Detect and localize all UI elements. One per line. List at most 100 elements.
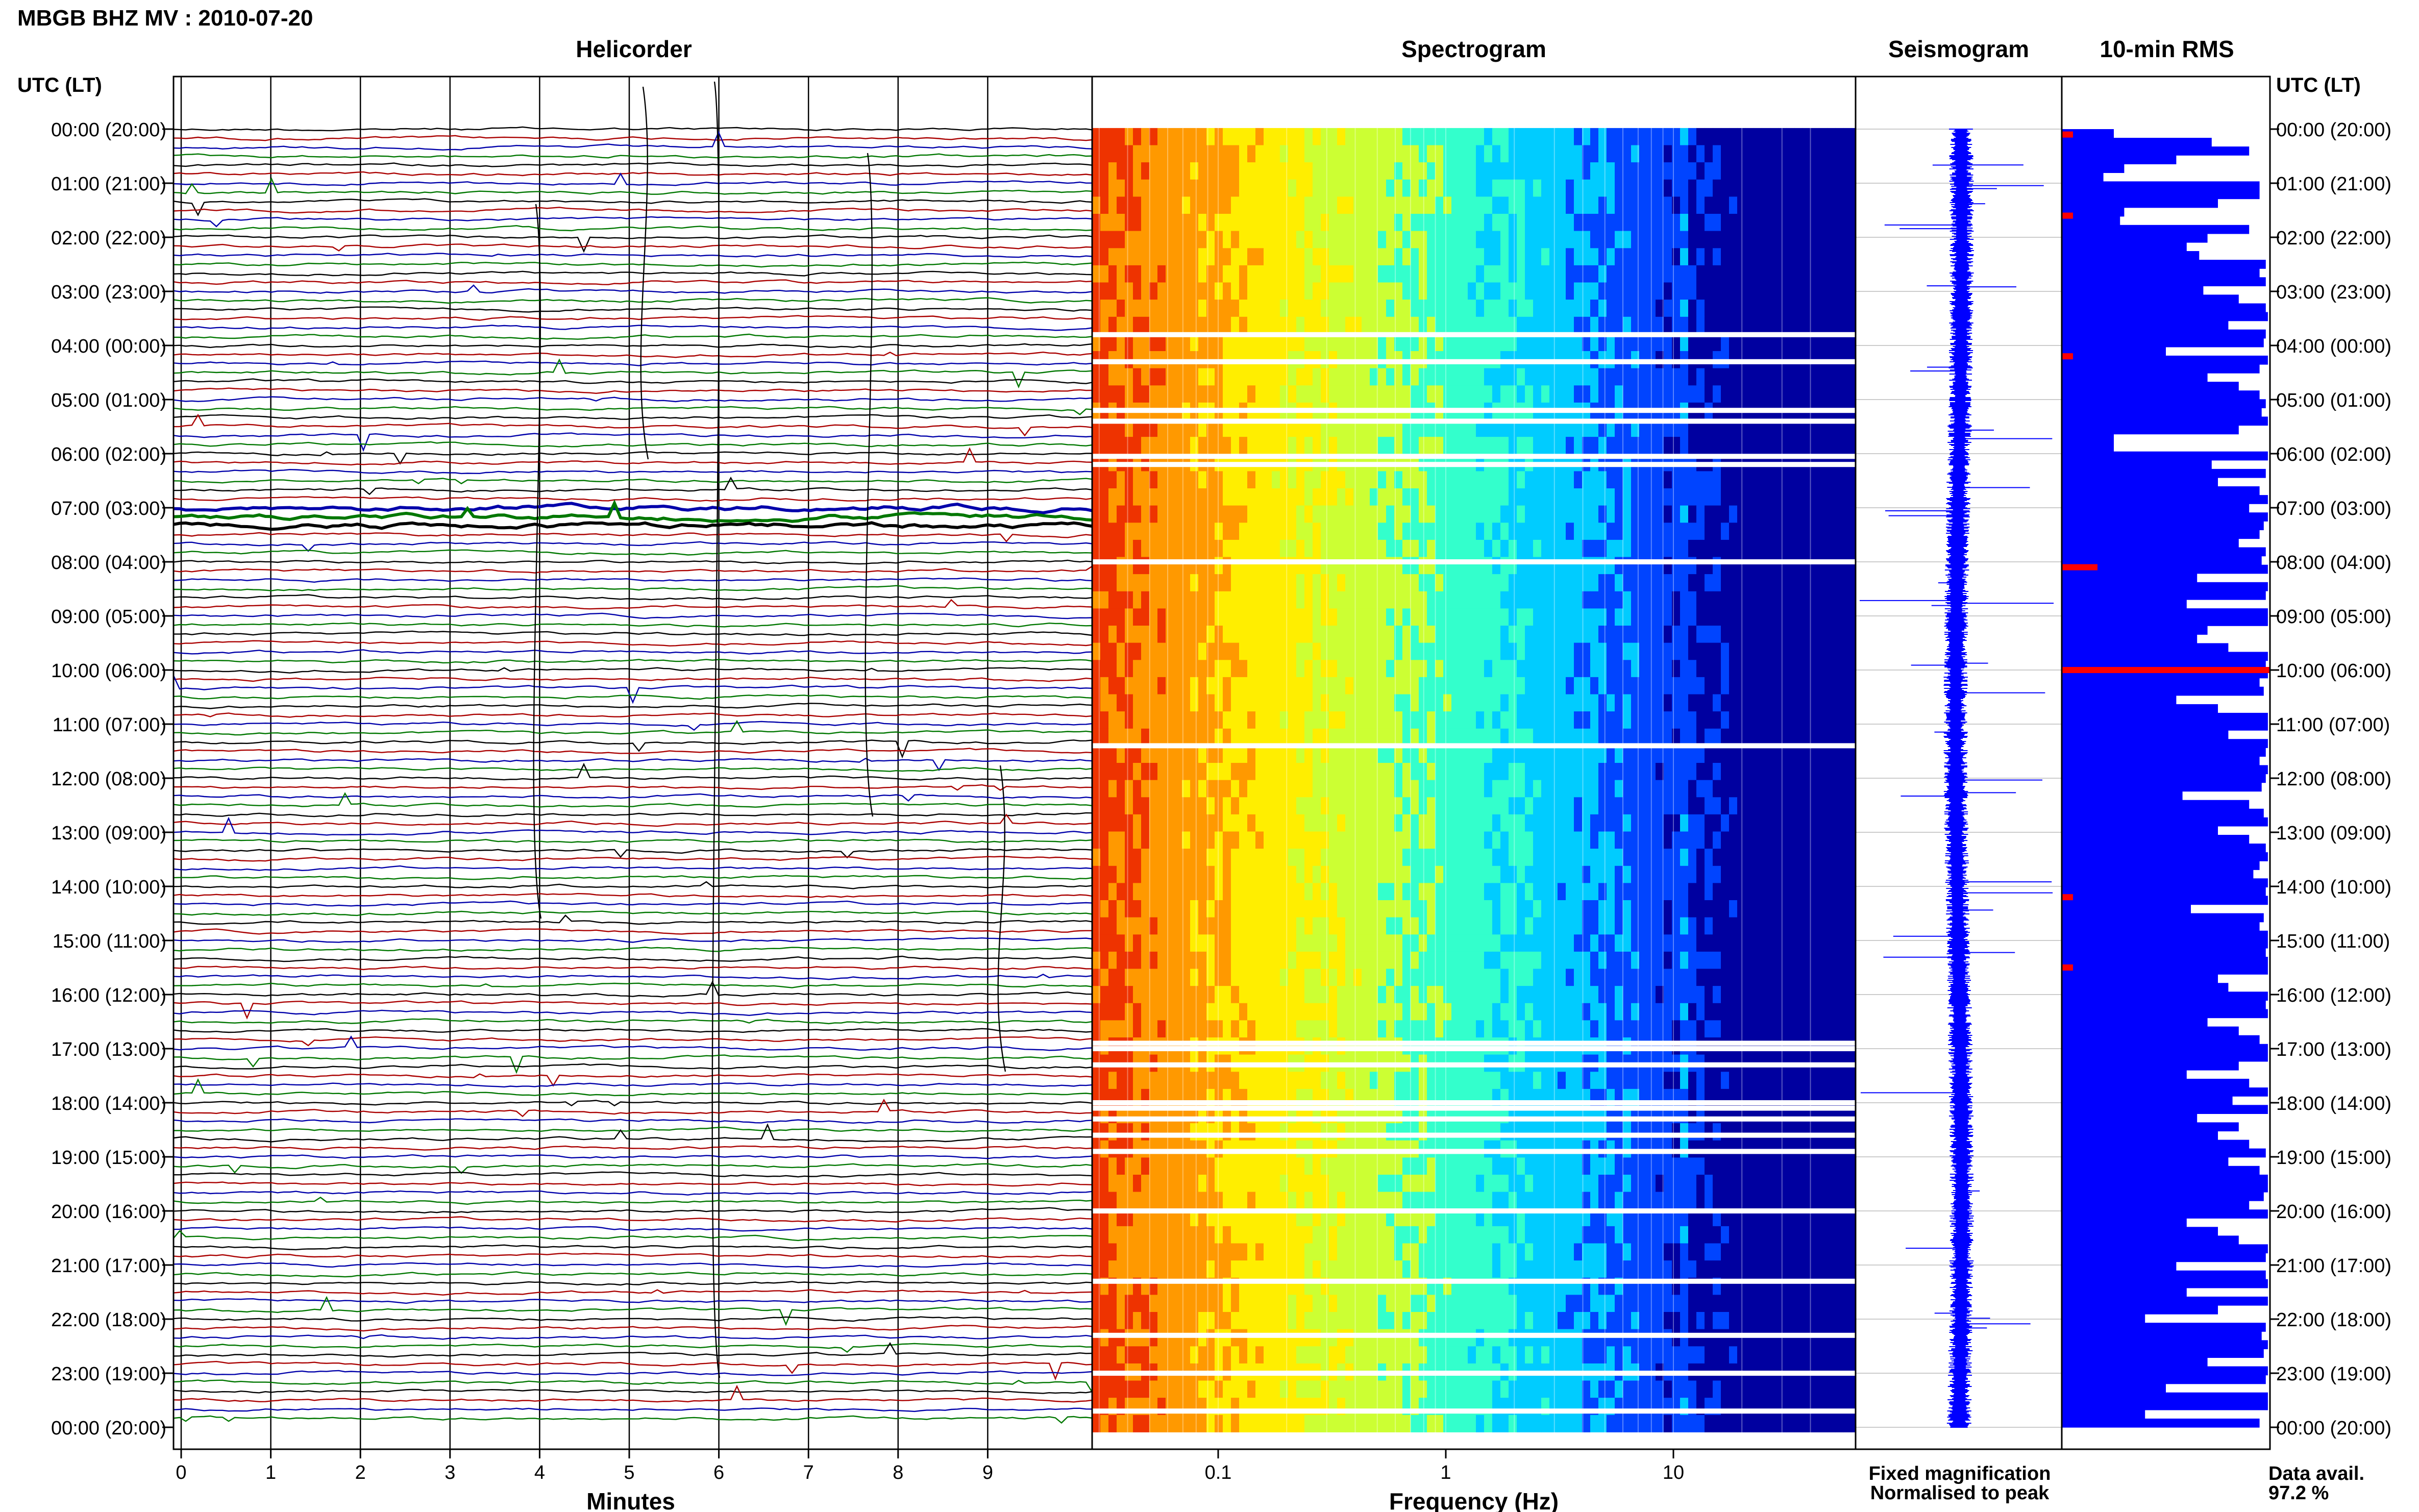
spectrogram-cell xyxy=(1590,248,1599,266)
spectrogram-cell xyxy=(1835,626,1844,643)
spectrogram-cell xyxy=(1566,214,1574,232)
spectrogram-cell xyxy=(1255,694,1264,712)
spectrogram-cell xyxy=(1533,488,1542,506)
spectrogram-cell xyxy=(1647,865,1656,883)
spectrogram-cell xyxy=(1362,334,1370,352)
spectrogram-cell xyxy=(1574,334,1583,352)
spectrogram-cell xyxy=(1468,505,1476,523)
spectrogram-cell xyxy=(1533,694,1542,712)
spectrogram-cell xyxy=(1770,574,1779,592)
spectrogram-cell xyxy=(1117,300,1125,317)
spectrogram-cell xyxy=(1639,128,1648,145)
spectrogram-cell xyxy=(1500,128,1509,145)
spectrogram-cell xyxy=(1141,746,1150,763)
spectrogram-cell xyxy=(1525,368,1534,386)
spectrogram-cell xyxy=(1100,831,1109,849)
spectrogram-cell xyxy=(1100,419,1109,437)
spectrogram-cell xyxy=(1223,608,1231,626)
time-axis-label-left: UTC (LT) xyxy=(17,74,102,96)
spectrogram-cell xyxy=(1117,814,1125,832)
spectrogram-cell xyxy=(1427,196,1436,214)
spectrogram-cell xyxy=(1615,677,1623,695)
spectrogram-cell xyxy=(1819,797,1828,815)
spectrogram-cell xyxy=(1125,231,1133,249)
spectrogram-cell xyxy=(1786,316,1795,334)
helicorder-trace-line xyxy=(174,1154,1092,1159)
spectrogram-cell xyxy=(1492,505,1501,523)
spectrogram-cell xyxy=(1353,969,1362,986)
spectrogram-cell xyxy=(1353,797,1362,815)
spectrogram-cell xyxy=(1231,900,1240,918)
spectrogram-cell xyxy=(1696,677,1705,695)
helicorder-trace-line xyxy=(174,343,1092,349)
spectrogram-cell xyxy=(1745,969,1754,986)
spectrogram-cell xyxy=(1108,900,1117,918)
spectrogram-cell xyxy=(1362,214,1370,232)
spectrogram-cell xyxy=(1656,179,1664,197)
spectrogram-cell xyxy=(1558,437,1566,455)
spectrogram-cell xyxy=(1492,300,1501,317)
spectrogram-cell xyxy=(1696,214,1705,232)
spectrogram-cell xyxy=(1843,248,1852,266)
spectrogram-cell xyxy=(1378,488,1387,506)
spectrogram-cell xyxy=(1182,145,1191,163)
spectrogram-cell xyxy=(1378,145,1387,163)
spectrogram-cell xyxy=(1549,660,1558,678)
spectrogram-panel xyxy=(1091,76,1860,1450)
spectrogram-cell xyxy=(1762,831,1770,849)
spectrogram-cell xyxy=(1157,831,1166,849)
spectrogram-cell xyxy=(1108,300,1117,317)
spectrogram-cell xyxy=(1631,300,1640,317)
spectrogram-cell xyxy=(1745,711,1754,729)
spectrogram-cell xyxy=(1541,986,1550,1004)
spectrogram-cell xyxy=(1533,265,1542,283)
spectrogram-cell xyxy=(1688,951,1697,969)
spectrogram-cell xyxy=(1762,505,1770,523)
spectrogram-cell xyxy=(1582,300,1591,317)
spectrogram-cell xyxy=(1778,677,1787,695)
spectrogram-cell xyxy=(1468,883,1476,901)
spectrogram-cell xyxy=(1223,814,1231,832)
spectrogram-cell xyxy=(1313,145,1321,163)
spectrogram-cell xyxy=(1509,316,1517,334)
spectrogram-cell xyxy=(1190,385,1199,403)
spectrogram-cell xyxy=(1582,694,1591,712)
spectrogram-cell xyxy=(1672,883,1681,901)
spectrogram-cell xyxy=(1737,797,1746,815)
spectrogram-cell xyxy=(1264,986,1272,1004)
spectrogram-cell xyxy=(1598,265,1607,283)
spectrogram-cell xyxy=(1272,488,1280,506)
spectrogram-cell xyxy=(1492,900,1501,918)
spectrogram-cell xyxy=(1157,763,1166,781)
spectrogram-cell xyxy=(1819,728,1828,746)
spectrogram-cell xyxy=(1558,711,1566,729)
spectrogram-cell xyxy=(1680,282,1689,300)
spectrogram-cell xyxy=(1125,368,1133,386)
spectrogram-cell xyxy=(1313,831,1321,849)
spectrogram-cell xyxy=(1443,831,1452,849)
helicorder-trace-line xyxy=(174,1384,1092,1403)
spectrogram-cell xyxy=(1647,488,1656,506)
helicorder-trace-line xyxy=(174,325,1092,331)
spectrogram-cell xyxy=(1517,763,1525,781)
spectrogram-cell xyxy=(1607,763,1615,781)
spectrogram-cell xyxy=(1206,660,1215,678)
spectrogram-cell xyxy=(1696,986,1705,1004)
spectrogram-cell xyxy=(1190,728,1199,746)
spectrogram-cell xyxy=(1484,711,1493,729)
spectrogram-cell xyxy=(1525,145,1534,163)
spectrogram-cell xyxy=(1296,179,1305,197)
spectrogram-cell xyxy=(1754,505,1762,523)
spectrogram-cell xyxy=(1255,300,1264,317)
spectrogram-cell xyxy=(1264,642,1272,660)
spectrogram-cell xyxy=(1362,419,1370,437)
spectrogram-cell xyxy=(1770,248,1779,266)
spectrogram-cell xyxy=(1402,917,1411,935)
spectrogram-cell xyxy=(1427,128,1436,145)
spectrogram-cell xyxy=(1786,642,1795,660)
spectrogram-cell xyxy=(1729,728,1738,746)
spectrogram-cell xyxy=(1394,883,1403,901)
spectrogram-cell xyxy=(1623,368,1632,386)
spectrogram-cell xyxy=(1656,162,1664,180)
spectrogram-cell xyxy=(1386,488,1395,506)
